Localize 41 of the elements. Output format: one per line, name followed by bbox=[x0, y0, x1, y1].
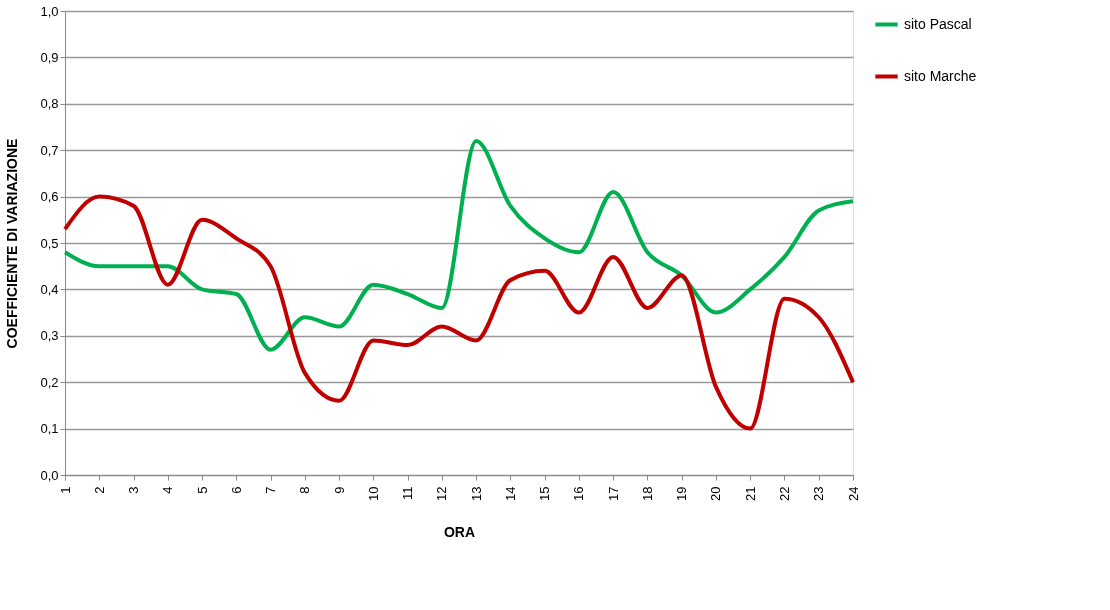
x-tick-label: 23 bbox=[811, 486, 827, 501]
x-tick-label: 6 bbox=[228, 486, 244, 494]
y-axis-title: COEFFICIENTE DI VARIAZIONE bbox=[4, 138, 21, 349]
y-tick-label: 0,8 bbox=[40, 96, 59, 112]
x-tick-label: 8 bbox=[297, 486, 313, 494]
x-tick-label: 2 bbox=[91, 486, 107, 494]
x-tick-label: 12 bbox=[434, 486, 450, 501]
legend-label: sito Pascal bbox=[904, 15, 972, 32]
y-tick-label: 0,1 bbox=[40, 421, 59, 437]
x-tick-label: 21 bbox=[742, 486, 758, 501]
y-tick-label: 0,6 bbox=[40, 189, 59, 205]
y-tick-label: 0,2 bbox=[40, 374, 59, 390]
line-series bbox=[63, 194, 855, 431]
y-tick-label: 0,4 bbox=[40, 281, 59, 297]
y-tick-label: 0,5 bbox=[40, 235, 59, 251]
x-tick-label: 5 bbox=[194, 486, 210, 494]
y-tick-label: 0,0 bbox=[40, 467, 59, 483]
y-tick-label: 0,3 bbox=[40, 328, 59, 344]
x-tick-label: 14 bbox=[502, 486, 518, 501]
x-tick-label: 11 bbox=[400, 486, 416, 500]
line-series bbox=[63, 138, 855, 352]
x-tick-label: 18 bbox=[639, 486, 655, 501]
x-tick-label: 1 bbox=[57, 486, 73, 494]
x-tick-label: 3 bbox=[126, 486, 142, 494]
x-tick-label: 13 bbox=[468, 486, 484, 501]
x-tick-label: 24 bbox=[845, 486, 861, 501]
x-tick-label: 22 bbox=[776, 486, 792, 501]
x-tick-label: 19 bbox=[674, 486, 690, 501]
y-tick-label: 1,0 bbox=[40, 3, 59, 19]
x-tick-label: 16 bbox=[571, 486, 587, 501]
y-tick-label: 0,9 bbox=[40, 49, 59, 65]
x-tick-label: 15 bbox=[537, 486, 553, 501]
y-tick-label: 0,7 bbox=[40, 142, 59, 158]
x-tick-label: 7 bbox=[263, 486, 279, 494]
x-tick-label: 4 bbox=[160, 486, 176, 494]
x-tick-label: 17 bbox=[605, 486, 621, 501]
legend-label: sito Marche bbox=[904, 67, 977, 84]
x-tick-label: 20 bbox=[708, 486, 724, 501]
x-tick-label: 10 bbox=[365, 486, 381, 501]
x-tick-label: 9 bbox=[331, 486, 347, 494]
x-axis-title: ORA bbox=[443, 523, 476, 540]
